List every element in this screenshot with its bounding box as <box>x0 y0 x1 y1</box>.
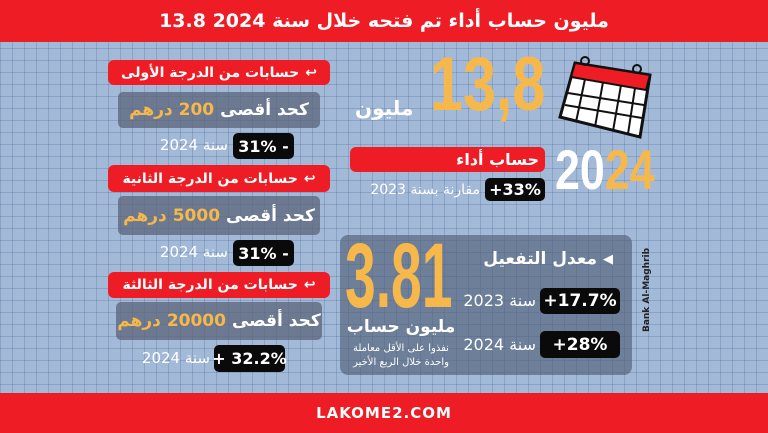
arrow-icon: ↩ <box>305 64 317 81</box>
limit-prefix: كحد أقصى <box>226 205 315 226</box>
limit-value: 20000 درهم <box>117 311 226 331</box>
source-label: Bank Al-Maghrib <box>642 247 652 333</box>
arrow-icon: ↩ <box>303 277 316 293</box>
activation-title: ◀ معدل التفعيل <box>468 249 613 269</box>
limit-value: 5000 درهم <box>123 205 221 226</box>
total-unit: مليون <box>355 96 414 120</box>
tier-1-year: سنة 2024 <box>159 136 228 154</box>
tier-2-title: ↩ حسابات من الدرجة الثانية <box>108 165 330 192</box>
total-value: 13,8 <box>430 42 546 127</box>
tier-title-text: حسابات من الدرجة الأولى <box>121 64 300 81</box>
activation-title-text: معدل التفعيل <box>483 249 597 269</box>
tier-title-text: حسابات من الدرجة الثانية <box>122 170 298 187</box>
note-line: نفذوا على الأقل معاملة <box>353 343 449 354</box>
limit-prefix: كحد أقصى <box>220 100 309 120</box>
limit-prefix: كحد أقصى <box>231 311 321 331</box>
tier-2-year: سنة 2024 <box>159 243 228 261</box>
page-title: 13.8 مليون حساب أداء تم فتحه خلال سنة 20… <box>0 0 768 42</box>
tier-3-title: ↩ حسابات من الدرجة الثالثة <box>108 272 330 298</box>
limit-value: 200 درهم <box>129 100 215 120</box>
activation-note: نفذوا على الأقل معاملة واحدة خلال الربع ا… <box>340 342 462 370</box>
note-line: واحدة خلال الربع الأخير <box>353 357 449 368</box>
tier-2-change: 31% - <box>233 240 294 266</box>
calendar-icon <box>558 56 652 139</box>
activation-2024-year: سنة 2024 <box>463 335 536 354</box>
tier-3-limit: كحد أقصى 20000 درهم <box>116 302 322 340</box>
triangle-icon: ◀ <box>603 251 613 267</box>
activation-2023-change: +17.7% <box>540 288 620 314</box>
arrow-icon: ↩ <box>303 170 316 187</box>
tier-1-limit: كحد أقصى 200 درهم <box>118 92 320 128</box>
total-year: 2024 <box>555 140 655 200</box>
total-label: حساب أداء <box>350 147 545 172</box>
tier-3-change: + 32.2% <box>212 345 287 372</box>
footer-site[interactable]: LAKOME2.COM <box>0 393 768 433</box>
tier-title-text: حسابات من الدرجة الثالثة <box>122 277 298 293</box>
tier-1-change: 31% - <box>233 133 294 159</box>
tier-2-limit: كحد أقصى 5000 درهم <box>118 196 320 235</box>
activation-2023-year: سنة 2023 <box>463 291 536 310</box>
total-comparison: مقارنة بسنة 2023 <box>370 182 480 198</box>
activation-value: 3.81 <box>345 225 453 327</box>
activation-unit: مليون حساب <box>346 317 456 337</box>
total-change: +33% <box>485 178 545 201</box>
tier-3-year: سنة 2024 <box>141 349 210 367</box>
year-part: 20 <box>555 138 605 201</box>
year-part: 24 <box>604 138 655 201</box>
tier-1-title: ↩ حسابات من الدرجة الأولى <box>108 60 330 85</box>
activation-2024-change: +28% <box>540 331 620 358</box>
